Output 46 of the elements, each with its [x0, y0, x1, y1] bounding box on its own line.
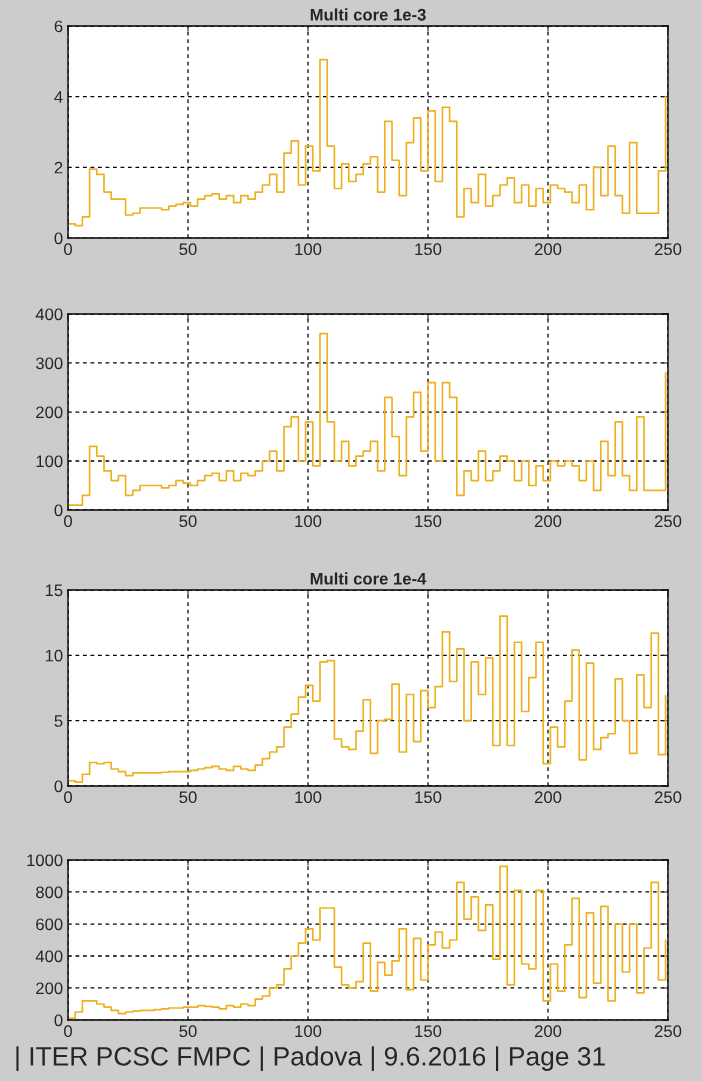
y-tick-label: 2 — [54, 161, 63, 174]
y-tick-label: 800 — [36, 886, 63, 899]
x-tick-label: 200 — [534, 243, 562, 256]
y-tick-label: 4 — [54, 91, 63, 103]
x-tick-label: 100 — [295, 515, 322, 528]
x-tick-label: 50 — [179, 515, 197, 528]
y-tick-label: 0 — [54, 780, 63, 793]
x-tick-label: 100 — [295, 791, 322, 804]
x-tick-label: 50 — [179, 791, 197, 804]
x-tick-label: 0 — [64, 515, 72, 528]
x-tick-label: 0 — [64, 1025, 72, 1038]
y-tick-label: 1000 — [27, 854, 63, 867]
x-tick-label: 50 — [179, 243, 197, 256]
y-tick-label: 200 — [36, 406, 63, 419]
x-tick-label: 150 — [415, 243, 442, 256]
y-tick-label: 400 — [35, 308, 63, 321]
chart-title: Multi core 1e-4 — [310, 572, 427, 585]
y-tick-label: 0 — [54, 1014, 63, 1027]
x-tick-label: 150 — [415, 1025, 442, 1038]
x-tick-label: 100 — [295, 1025, 322, 1038]
y-tick-label: 600 — [36, 918, 63, 931]
x-tick-label: 250 — [654, 243, 682, 256]
y-tick-label: 100 — [36, 455, 63, 468]
y-tick-label: 6 — [54, 20, 63, 33]
y-tick-label: 200 — [36, 982, 63, 995]
text: | ITER PCSC FMPC | Padova | 9.6.2016 | Page 31 — [16, 1046, 605, 1071]
x-tick-label: 50 — [179, 1025, 197, 1038]
x-tick-label: 150 — [415, 791, 442, 804]
x-tick-label: 250 — [654, 515, 682, 528]
chart-title: Multi core 1e-3 — [310, 8, 426, 21]
x-tick-label: 0 — [64, 791, 72, 804]
x-tick-label: 250 — [654, 1025, 682, 1038]
y-tick-label: 10 — [45, 649, 63, 662]
x-tick-label: 200 — [534, 515, 562, 528]
x-tick-label: 250 — [654, 791, 682, 804]
x-tick-label: 0 — [64, 243, 72, 256]
y-tick-label: 15 — [45, 584, 63, 597]
y-tick-label: 5 — [54, 715, 63, 727]
y-tick-label: 300 — [35, 357, 63, 370]
x-tick-label: 200 — [534, 791, 562, 804]
x-tick-label: 200 — [534, 1025, 562, 1038]
x-tick-label: 150 — [415, 515, 442, 528]
y-tick-label: 0 — [54, 504, 63, 517]
x-tick-label: 100 — [295, 243, 322, 256]
y-tick-label: 0 — [54, 232, 63, 245]
y-tick-label: 400 — [35, 950, 63, 963]
